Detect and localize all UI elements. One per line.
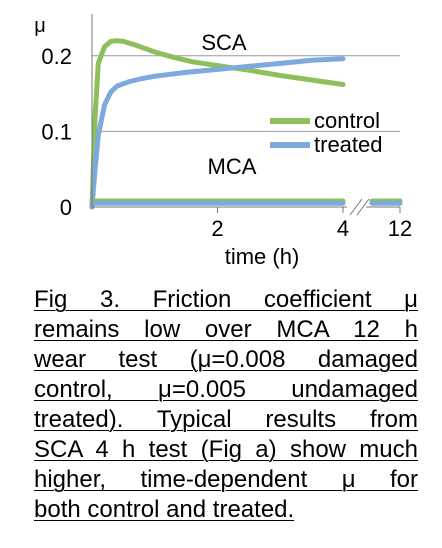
series-line-treated-sca [89, 56, 346, 210]
annotation-mca: MCA [208, 154, 257, 179]
legend-label-control: control [314, 108, 380, 133]
y-tick-label: 0 [60, 195, 72, 220]
caption-line: control, μ=0.005 undamaged [34, 376, 418, 403]
annotation-sca: SCA [201, 30, 247, 55]
axis-break-mark [356, 198, 370, 216]
grid-lines [92, 55, 400, 132]
series-lines [89, 38, 403, 210]
y-tick-label: 0.2 [41, 44, 72, 69]
legend: control treated [270, 108, 383, 157]
x-axis-label: time (h) [225, 244, 300, 269]
friction-chart: 0 0.1 0.2 2 4 12 μ time (h) SCA MCA control t… [34, 14, 412, 269]
caption-line: treated). Typical results from [34, 406, 418, 433]
x-tick-label: 4 [337, 216, 349, 241]
caption-line: higher, time-dependent μ for [34, 466, 418, 493]
figure-caption: Fig 3. Friction coefficient μ remains lo… [34, 285, 418, 525]
caption-line: remains low over MCA 12 h [34, 316, 418, 343]
caption-line: Fig 3. Friction coefficient μ [34, 286, 418, 313]
caption-line: SCA 4 h test (Fig a) show much [34, 436, 418, 463]
legend-label-treated: treated [314, 132, 383, 157]
x-tick-label: 2 [211, 216, 223, 241]
axis-break-mark [349, 198, 363, 216]
tick-labels: 0 0.1 0.2 2 4 12 [41, 44, 412, 241]
caption-line: both control and treated. [34, 496, 295, 523]
series-line-control-sca [89, 38, 346, 210]
y-tick-label: 0.1 [41, 119, 72, 144]
x-tick-label: 12 [388, 216, 412, 241]
caption-line: wear test (μ=0.008 damaged [34, 346, 418, 373]
axes [91, 14, 401, 216]
y-axis-label: μ [34, 15, 46, 37]
